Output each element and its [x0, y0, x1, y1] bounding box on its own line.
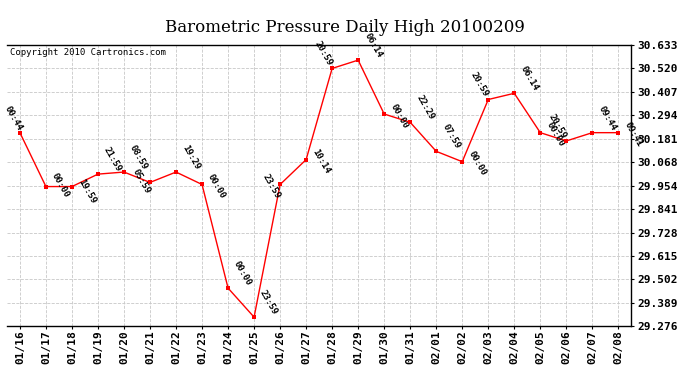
- Text: 00:00: 00:00: [206, 172, 228, 200]
- Text: 09:44: 09:44: [596, 104, 618, 132]
- Text: 07:59: 07:59: [440, 123, 462, 150]
- Text: 23:59: 23:59: [261, 172, 282, 200]
- Text: Barometric Pressure Daily High 20100209: Barometric Pressure Daily High 20100209: [165, 19, 525, 36]
- Text: 00:00: 00:00: [466, 150, 488, 178]
- Text: Copyright 2010 Cartronics.com: Copyright 2010 Cartronics.com: [10, 48, 166, 57]
- Text: 22:29: 22:29: [415, 94, 435, 122]
- Text: 05:59: 05:59: [130, 168, 152, 195]
- Text: 06:14: 06:14: [518, 65, 540, 93]
- Text: 00:00: 00:00: [388, 102, 410, 130]
- Text: 00:00: 00:00: [50, 172, 71, 200]
- Text: 19:59: 19:59: [76, 177, 97, 205]
- Text: 21:59: 21:59: [102, 146, 124, 173]
- Text: 09:41: 09:41: [622, 121, 644, 148]
- Text: 20:59: 20:59: [547, 112, 568, 140]
- Text: 20:59: 20:59: [313, 40, 334, 68]
- Text: 00:00: 00:00: [233, 260, 253, 287]
- Text: 06:14: 06:14: [362, 32, 384, 59]
- Text: 00:00: 00:00: [544, 121, 566, 148]
- Text: 00:44: 00:44: [3, 104, 24, 132]
- Text: 10:14: 10:14: [310, 148, 331, 176]
- Text: 23:59: 23:59: [258, 289, 279, 316]
- Text: 19:29: 19:29: [180, 144, 201, 171]
- Text: 08:59: 08:59: [128, 144, 149, 171]
- Text: 20:59: 20:59: [469, 71, 490, 99]
